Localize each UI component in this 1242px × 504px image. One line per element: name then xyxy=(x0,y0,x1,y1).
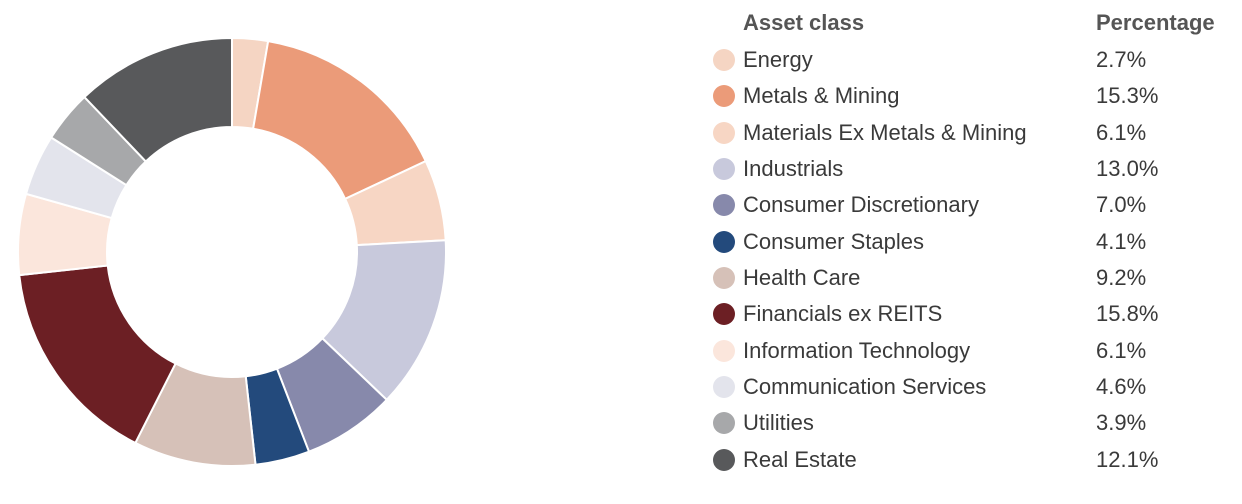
legend-label: Communication Services xyxy=(743,374,987,400)
legend-item: Materials Ex Metals & Mining 6.1% xyxy=(712,115,1232,151)
legend-item: Financials ex REITS 15.8% xyxy=(712,296,1232,332)
legend-label: Consumer Discretionary xyxy=(743,192,979,218)
legend-swatch-icon xyxy=(713,267,735,290)
legend-value: 7.0% xyxy=(1096,192,1147,218)
legend-item: Metals & Mining 15.3% xyxy=(712,78,1232,114)
legend-swatch-icon xyxy=(713,194,735,217)
legend-label: Materials Ex Metals & Mining xyxy=(743,119,1027,145)
legend-value: 4.1% xyxy=(1096,228,1147,254)
legend-rows: Energy 2.7% Metals & Mining 15.3% Materials … xyxy=(712,42,1232,478)
legend-item: Communication Services 4.6% xyxy=(712,369,1232,405)
legend-label: Financials ex REITS xyxy=(743,301,943,327)
asset-class-header: Asset class xyxy=(743,10,865,35)
legend-label: Information Technology xyxy=(743,337,971,363)
legend-swatch-icon xyxy=(713,158,735,181)
legend-value: 2.7% xyxy=(1096,47,1147,72)
legend-swatch-icon xyxy=(713,448,735,471)
legend-swatch-icon xyxy=(713,85,735,108)
legend-item: Industrials 13.0% xyxy=(712,151,1232,187)
legend-item: Consumer Discretionary 7.0% xyxy=(712,187,1232,223)
percentage-header: Percentage xyxy=(1096,10,1215,35)
legend-item: Energy 2.7% xyxy=(712,42,1232,78)
legend-swatch-icon xyxy=(713,376,735,399)
legend-value: 12.1% xyxy=(1096,446,1159,472)
legend-item: Utilities 3.9% xyxy=(712,405,1232,441)
legend-swatch-icon xyxy=(713,49,735,71)
legend-item: Information Technology 6.1% xyxy=(712,333,1232,369)
legend-swatch-icon xyxy=(713,303,735,326)
donut-slice-real-estate xyxy=(82,36,233,163)
legend-header: Asset class Percentage xyxy=(712,6,1232,42)
legend-value: 3.9% xyxy=(1096,410,1147,436)
legend-swatch-icon xyxy=(713,121,735,144)
legend-swatch-icon xyxy=(713,339,735,362)
legend-label: Health Care xyxy=(743,265,861,291)
legend: Asset class Percentage Energy 2.7% Metals … xyxy=(712,6,1232,478)
legend-value: 13.0% xyxy=(1096,156,1159,182)
legend-item: Real Estate 12.1% xyxy=(712,442,1232,478)
legend-swatch-icon xyxy=(713,230,735,253)
legend-swatch-icon xyxy=(713,412,735,435)
legend-label: Real Estate xyxy=(743,446,857,472)
legend-value: 9.2% xyxy=(1096,265,1147,291)
legend-value: 6.1% xyxy=(1096,119,1147,145)
legend-value: 15.3% xyxy=(1096,83,1159,109)
legend-label: Metals & Mining xyxy=(743,83,900,109)
legend-label: Utilities xyxy=(743,410,814,436)
legend-value: 15.8% xyxy=(1096,301,1159,327)
legend-label: Energy xyxy=(743,47,813,72)
legend-label: Industrials xyxy=(743,156,844,182)
donut-chart xyxy=(17,36,447,467)
legend-value: 6.1% xyxy=(1096,337,1147,363)
legend-label: Consumer Staples xyxy=(743,228,924,254)
legend-value: 4.6% xyxy=(1096,374,1147,400)
legend-item: Health Care 9.2% xyxy=(712,260,1232,296)
legend-item: Consumer Staples 4.1% xyxy=(712,224,1232,260)
